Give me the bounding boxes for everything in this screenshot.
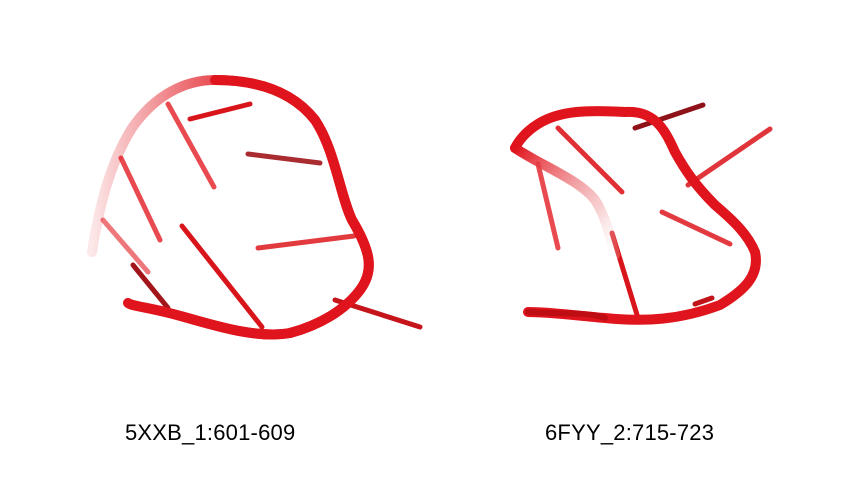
rna-cartoon-right — [510, 102, 773, 325]
structure-panel-right: 6FYY_2:715-723 — [430, 0, 860, 480]
rna-cartoon-left — [87, 74, 423, 340]
base-sticks-left — [100, 101, 423, 330]
base-sticks-right — [535, 102, 773, 321]
backbone-tube-right — [510, 106, 761, 325]
structure-label-left: 5XXB_1:601-609 — [125, 420, 296, 445]
structure-panel-left: 5XXB_1:601-609 — [87, 74, 423, 445]
backbone-tube-left — [87, 74, 374, 340]
structure-label-right: 6FYY_2:715-723 — [545, 420, 715, 445]
